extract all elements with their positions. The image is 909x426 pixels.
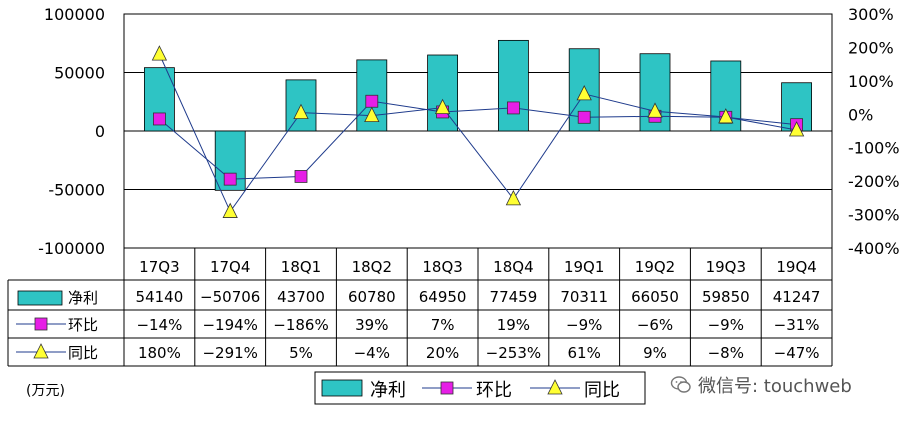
mom-point-18Q4 — [506, 101, 520, 115]
row-label-net-profit: 净利 — [68, 289, 98, 307]
row-key-bar — [17, 290, 63, 306]
yoy-point-19Q1 — [576, 84, 592, 101]
data-label: 5% — [289, 344, 313, 362]
yoy-point-18Q2 — [364, 106, 380, 123]
data-label: −253% — [486, 344, 541, 362]
data-label: 7% — [431, 316, 455, 334]
y-right-tick-label: -200% — [848, 172, 900, 191]
data-label: 66050 — [631, 288, 679, 306]
legend-label-net-profit: 净利 — [370, 380, 406, 401]
watermark-text: 微信号: touchweb — [698, 376, 852, 397]
unit-label: (万元) — [26, 383, 65, 399]
y-right-tick-label: -400% — [848, 239, 900, 258]
row-label-yoy: 同比 — [68, 344, 98, 362]
mom-point-18Q1 — [294, 170, 308, 183]
yoy-point-17Q3 — [151, 45, 168, 61]
yoy-point-17Q4 — [222, 202, 238, 218]
y-left-tick-label: 50000 — [54, 64, 105, 83]
x-tick-label: 19Q3 — [706, 258, 746, 276]
yoy-point-19Q3 — [718, 108, 734, 124]
yoy-point-19Q2 — [647, 102, 663, 118]
legend-box — [314, 371, 646, 405]
x-tick-label: 18Q2 — [352, 258, 392, 276]
data-label: −14% — [136, 316, 182, 334]
y-right-tick-label: 200% — [848, 38, 894, 57]
row-label-mom: 环比 — [68, 316, 98, 334]
y-left-tick-label: -50000 — [48, 181, 105, 200]
data-label: 19% — [497, 316, 530, 334]
yoy-point-18Q4 — [505, 189, 522, 206]
y-right-tick-label: 0% — [848, 105, 873, 124]
data-label: 54140 — [136, 288, 184, 306]
data-label: −47% — [774, 344, 820, 362]
legend-label-mom: 环比 — [476, 380, 512, 401]
data-label: −291% — [202, 344, 257, 362]
data-label: 60780 — [348, 288, 396, 306]
legend-marker-yoy — [547, 379, 563, 395]
row-key-yoy-marker — [33, 343, 49, 359]
y-right-tick-label: 300% — [848, 5, 894, 24]
data-label: 77459 — [490, 288, 538, 306]
data-label: 64950 — [419, 288, 467, 306]
data-label: −31% — [774, 316, 820, 334]
data-label: −9% — [566, 316, 602, 334]
x-tick-label: 17Q4 — [210, 258, 250, 276]
data-label: 39% — [355, 316, 388, 334]
data-label: −8% — [708, 344, 744, 362]
y-left-tick-label: -100000 — [38, 239, 105, 258]
data-label: 9% — [643, 344, 667, 362]
data-label: 20% — [426, 344, 459, 362]
data-label: −9% — [708, 316, 744, 334]
bar-18Q3 — [427, 54, 459, 132]
data-label: −6% — [637, 316, 673, 334]
data-label: 43700 — [277, 288, 325, 306]
x-tick-label: 19Q1 — [564, 258, 604, 276]
mom-point-17Q3 — [152, 112, 166, 126]
y-right-tick-label: -100% — [848, 139, 900, 158]
mom-point-18Q2 — [365, 94, 379, 108]
mom-point-17Q4 — [223, 172, 237, 186]
x-tick-label: 18Q4 — [493, 258, 533, 276]
data-label: −50706 — [200, 288, 260, 306]
y-left-tick-label: 0 — [95, 122, 105, 141]
x-tick-label: 18Q1 — [281, 258, 321, 276]
y-right-tick-label: -300% — [848, 206, 900, 225]
y-right-tick-label: 100% — [848, 72, 894, 91]
x-tick-label: 19Q2 — [635, 258, 675, 276]
data-label: −4% — [354, 344, 390, 362]
data-label: 41247 — [773, 288, 821, 306]
x-tick-label: 17Q3 — [139, 258, 179, 276]
yoy-point-18Q3 — [434, 98, 451, 114]
x-tick-label: 19Q4 — [776, 258, 816, 276]
legend-marker-mom — [440, 381, 454, 395]
legend-label-yoy: 同比 — [584, 380, 620, 401]
yoy-line — [158, 53, 797, 213]
x-tick-label: 18Q3 — [422, 258, 462, 276]
data-label: 61% — [568, 344, 601, 362]
bar-18Q4 — [497, 39, 529, 132]
data-label: −186% — [273, 316, 328, 334]
mom-line — [159, 100, 797, 180]
yoy-point-18Q1 — [293, 103, 309, 120]
y-left-tick-label: 100000 — [44, 5, 105, 24]
data-label: −194% — [202, 316, 257, 334]
yoy-point-19Q4 — [788, 121, 805, 137]
data-label: 180% — [138, 344, 181, 362]
row-key-mom-marker — [34, 317, 48, 331]
watermark: 微信号: touchweb — [670, 372, 852, 398]
data-label: 70311 — [560, 288, 608, 306]
mom-point-19Q1 — [577, 110, 591, 124]
legend-swatch-bar — [321, 379, 363, 397]
wechat-icon — [670, 376, 691, 393]
data-label: 59850 — [702, 288, 750, 306]
